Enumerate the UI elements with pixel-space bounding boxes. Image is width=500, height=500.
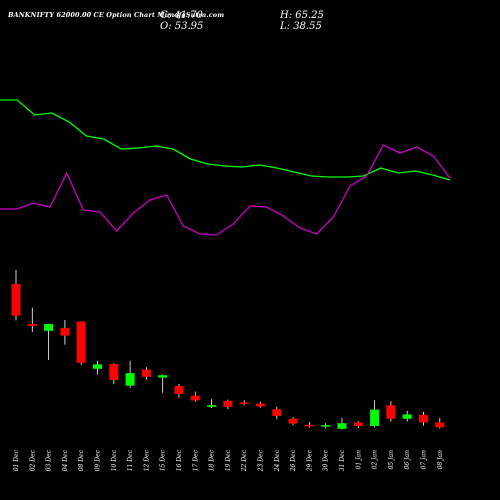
candle-body	[288, 418, 298, 424]
x-tick-label: 11 Dec	[127, 449, 134, 471]
candle-body	[141, 369, 151, 377]
x-tick-label: 08 Dec	[78, 449, 85, 471]
candle-body	[11, 284, 21, 316]
x-tick-label: 17 Dec	[192, 449, 199, 471]
x-tick-label: 04 Dec	[62, 449, 69, 471]
candle-body	[109, 364, 119, 380]
x-tick-label: 26 Dec	[290, 449, 297, 472]
x-tick-label: 02 Jan	[372, 450, 379, 470]
low-value: L: 38.55	[280, 21, 322, 32]
x-tick-label: 06 Jan	[404, 450, 411, 470]
x-tick-label: 23 Dec	[258, 449, 265, 472]
candle-body	[353, 422, 363, 426]
high-value: H: 65.25	[280, 10, 324, 21]
candle-body	[402, 414, 412, 419]
candle-body	[93, 364, 102, 369]
candle-body	[223, 400, 233, 407]
close-value: C: 41.70	[160, 10, 203, 21]
x-tick-label: 03 Dec	[46, 449, 53, 471]
x-tick-label: 10 Dec	[111, 449, 118, 471]
open-value: O: 53.95	[160, 21, 204, 32]
magenta-indicator-line	[0, 144, 451, 236]
x-tick-label: 30 Dec	[323, 449, 330, 471]
candle-body	[207, 405, 217, 407]
x-tick-label: 02 Dec	[29, 449, 36, 471]
candle-body	[304, 424, 314, 427]
x-tick-label: 29 Dec	[306, 449, 313, 472]
candle-body	[435, 422, 445, 428]
x-tick-label: 08 Jan	[437, 450, 444, 470]
x-tick-label: 18 Dec	[209, 449, 216, 471]
candle-body	[386, 405, 396, 419]
x-tick-label: 01 Dec	[13, 449, 20, 471]
x-tick-label: 22 Dec	[241, 449, 248, 472]
x-tick-label: 05 Jan	[388, 450, 395, 470]
x-tick-label: 12 Dec	[143, 449, 150, 471]
candle-body	[125, 373, 135, 386]
x-tick-label: 19 Dec	[225, 449, 232, 471]
candle-body	[190, 395, 200, 401]
candle-body	[419, 414, 428, 423]
candle-body	[44, 324, 54, 331]
x-axis-labels: 01 Dec 02 Dec 03 Dec 04 Dec 08 Dec 09 Dec 10 D…	[13, 449, 444, 472]
candles	[11, 270, 445, 430]
indicator-lines	[0, 99, 451, 236]
candle-body	[76, 321, 86, 363]
x-tick-label: 01 Jan	[355, 450, 362, 470]
x-tick-label: 07 Jan	[421, 450, 428, 470]
x-tick-label: 16 Dec	[176, 449, 183, 471]
x-tick-label: 31 Dec	[339, 449, 346, 471]
candle-body	[337, 423, 347, 429]
x-tick-label: 24 Dec	[274, 449, 281, 472]
candle-body	[60, 328, 70, 336]
candle-body	[321, 425, 331, 427]
candle-body	[256, 403, 265, 407]
candle-body	[158, 375, 168, 378]
candle-body	[174, 386, 184, 394]
green-indicator-line	[0, 99, 451, 181]
candle-body	[272, 409, 282, 416]
chart-title: BANKNIFTY 62000.00 CE Option Chart Munaf…	[8, 11, 225, 19]
candle-body	[239, 402, 249, 404]
candle-body	[370, 409, 380, 426]
x-tick-label: 15 Dec	[160, 449, 167, 471]
x-tick-label: 09 Dec	[95, 449, 102, 471]
candle-body	[27, 324, 37, 326]
